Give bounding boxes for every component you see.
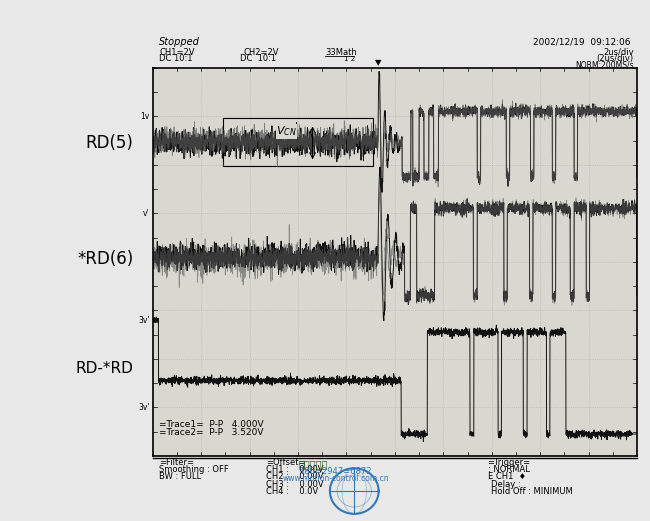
Text: www.motion-control.com.cn: www.motion-control.com.cn [283, 474, 389, 483]
Text: NORM:200MS/s: NORM:200MS/s [575, 60, 634, 69]
Text: =Trigger=: =Trigger= [488, 458, 530, 467]
Text: DC 10:1: DC 10:1 [159, 55, 193, 64]
Text: RD(5): RD(5) [85, 134, 133, 152]
Text: =Offset=: =Offset= [266, 458, 306, 467]
Text: $V_{CN}$: $V_{CN}$ [276, 125, 297, 139]
Text: Delay :: Delay : [491, 480, 521, 489]
Text: 186=2947=6872: 186=2947=6872 [299, 467, 372, 476]
Text: *RD(6): *RD(6) [77, 251, 133, 268]
Text: : NORMAL: : NORMAL [488, 465, 529, 474]
Text: CH2 :    0.00V: CH2 : 0.00V [266, 473, 324, 481]
Text: 西安德伍拓: 西安德伍拓 [299, 460, 328, 469]
Text: v': v' [143, 209, 150, 218]
Text: 3v': 3v' [138, 403, 150, 412]
Text: CH3 :    0.00V: CH3 : 0.00V [266, 480, 324, 489]
Text: 33Math: 33Math [325, 48, 357, 57]
Text: DC  10:1: DC 10:1 [240, 55, 277, 64]
Text: BW : FULL: BW : FULL [159, 473, 202, 481]
Text: =Filter=: =Filter= [159, 458, 194, 467]
Text: ▼: ▼ [374, 58, 381, 67]
Text: CH1=2V: CH1=2V [159, 48, 195, 57]
Text: 1v: 1v [140, 111, 150, 121]
Text: CH1 :    0.00V: CH1 : 0.00V [266, 465, 324, 474]
Text: CH4 :    0.0V: CH4 : 0.0V [266, 487, 318, 496]
Text: Hold Off : MINIMUM: Hold Off : MINIMUM [491, 487, 573, 496]
Text: =Trace1=  P-P   4.000V: =Trace1= P-P 4.000V [159, 420, 264, 429]
Text: RD-*RD: RD-*RD [75, 361, 133, 376]
Text: E CH1  ♦: E CH1 ♦ [488, 473, 526, 481]
Text: =Trace2=  P-P   3.520V: =Trace2= P-P 3.520V [159, 428, 264, 437]
Text: Smoothing : OFF: Smoothing : OFF [159, 465, 229, 474]
Text: 3v': 3v' [138, 316, 150, 325]
Text: (2us/div): (2us/div) [597, 54, 634, 63]
Text: CH2=2V: CH2=2V [244, 48, 280, 57]
Text: 1 2: 1 2 [344, 56, 356, 63]
Text: 2002/12/19  09:12:06: 2002/12/19 09:12:06 [533, 38, 630, 47]
Text: Stopped: Stopped [159, 37, 200, 47]
Text: 2us/div: 2us/div [603, 48, 634, 57]
